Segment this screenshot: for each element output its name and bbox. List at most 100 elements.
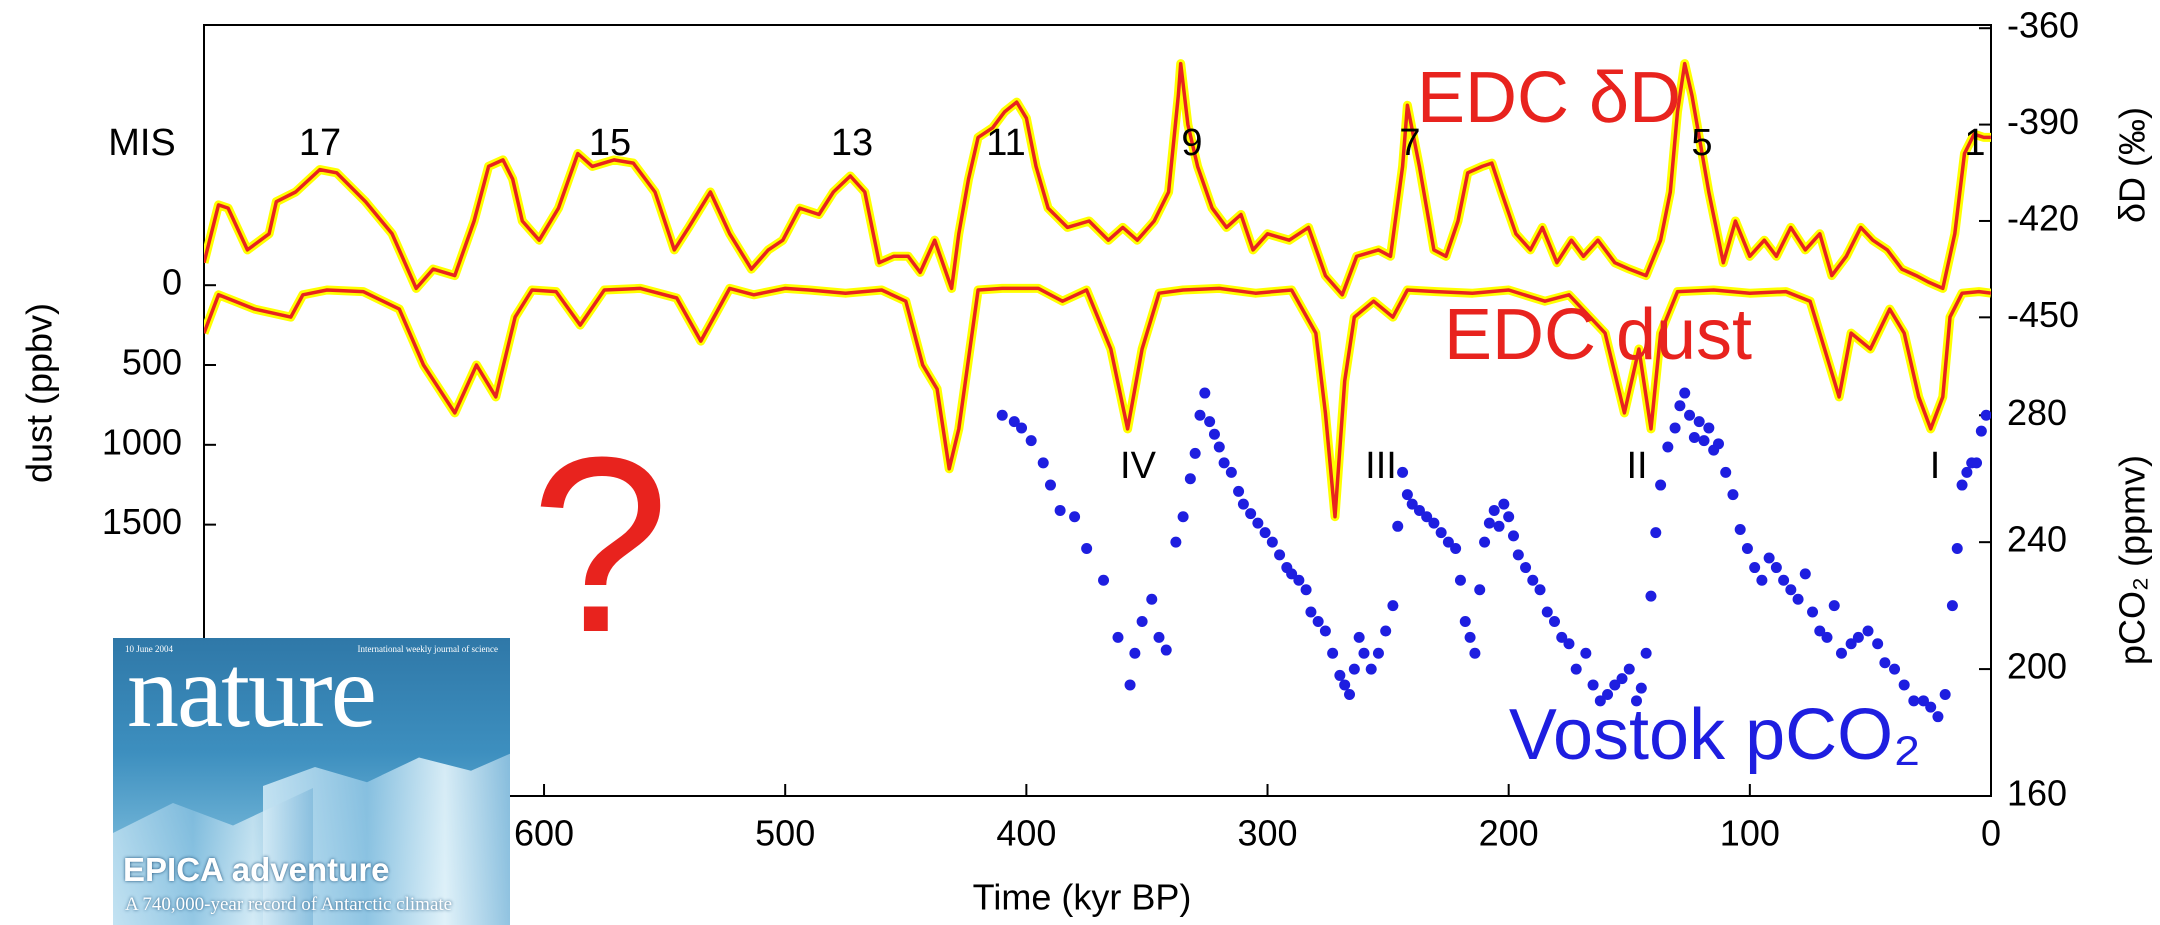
data-point [1756,574,1768,586]
data-point [1556,631,1568,643]
data-point [1327,647,1339,659]
data-point [1233,485,1245,497]
data-point [1474,584,1486,596]
data-point [1428,517,1440,529]
data-point [1146,593,1158,605]
annotation: 11 [986,122,1025,164]
data-point [1194,409,1206,421]
data-point [1684,409,1696,421]
data-point [1932,711,1944,723]
data-point [1971,457,1983,469]
data-point [1208,428,1220,440]
data-point [1879,657,1891,669]
data-point [1727,489,1739,501]
data-point [1520,562,1532,574]
data-point [1334,669,1346,681]
data-point [1266,536,1278,548]
data-point [1662,441,1674,453]
data-line [204,61,1991,297]
data-point [1274,549,1286,561]
data-point [1548,615,1560,627]
data-point [1037,457,1049,469]
data-point [1479,536,1491,548]
annotation: II [1626,445,1647,487]
x-tick-label: 600 [514,813,574,854]
data-point [1413,504,1425,516]
data-point [1623,663,1635,675]
data-point [1312,615,1324,627]
data-point [1898,679,1910,691]
data-point [1348,663,1360,675]
data-point [1237,498,1249,510]
data-point [1406,498,1418,510]
data-point [1044,479,1056,491]
data-point [1442,536,1454,548]
y3-tick-label: 240 [2007,519,2067,560]
data-point [1380,625,1392,637]
cover-subhead: A 740,000-year record of Antarctic clima… [125,894,453,915]
data-point [1293,574,1305,586]
cover-headline: EPICA adventure [123,851,390,888]
data-point [1669,422,1681,434]
data-point [1698,435,1710,447]
data-point [1252,517,1264,529]
data-point [1397,466,1409,478]
data-point [1129,647,1141,659]
data-point [1319,625,1331,637]
data-point [1720,466,1732,478]
data-point [1225,466,1237,478]
data-point [1814,625,1826,637]
series-label: Vostok pCO₂ [1509,695,1921,775]
data-point [1344,688,1356,700]
data-point [1353,631,1365,643]
annotation: I [1930,445,1941,487]
x-tick-label: 200 [1479,813,1539,854]
plot-area [204,59,1991,723]
data-point [1917,695,1929,707]
data-point [1587,679,1599,691]
data-point [1305,606,1317,618]
data-point [1153,631,1165,643]
data-point [1184,473,1196,485]
y3-tick-label: 280 [2007,392,2067,433]
data-point [1387,600,1399,612]
data-point [1189,447,1201,459]
y-tick-label: 0 [162,262,182,303]
data-point [1503,511,1515,523]
data-point [1852,631,1864,643]
data-point [1872,638,1884,650]
data-point [1763,552,1775,564]
y-axis-label: dust (ppbv) [19,303,60,483]
data-point [1640,647,1652,659]
data-point [1630,695,1642,707]
data-point [1286,568,1298,580]
data-point [1177,511,1189,523]
data-point [1421,511,1433,523]
data-point [1339,679,1351,691]
data-point [1889,663,1901,675]
data-point [1450,543,1462,555]
data-point [1098,574,1110,586]
data-point [1939,688,1951,700]
data-point [1527,574,1539,586]
data-point [1734,523,1746,535]
data-point [1218,457,1230,469]
annotation: III [1365,445,1397,487]
y3-axis-label: pCO₂ (ppmv) [2112,455,2153,665]
data-point [1609,679,1621,691]
data-point [1300,584,1312,596]
data-point [1259,527,1271,539]
annotation: 1 [1964,122,1985,164]
data-point [1464,631,1476,643]
data-point [1541,606,1553,618]
data-point [1081,543,1093,555]
data-point [1946,600,1958,612]
journal-cover: 10 June 2004 International weekly journa… [113,638,510,925]
cover-date: 10 June 2004 [125,644,173,654]
annotation: 17 [299,122,341,164]
data-point [1674,400,1686,412]
data-point [996,409,1008,421]
y2-tick-label: -420 [2007,197,2079,238]
data-point [1712,438,1724,450]
